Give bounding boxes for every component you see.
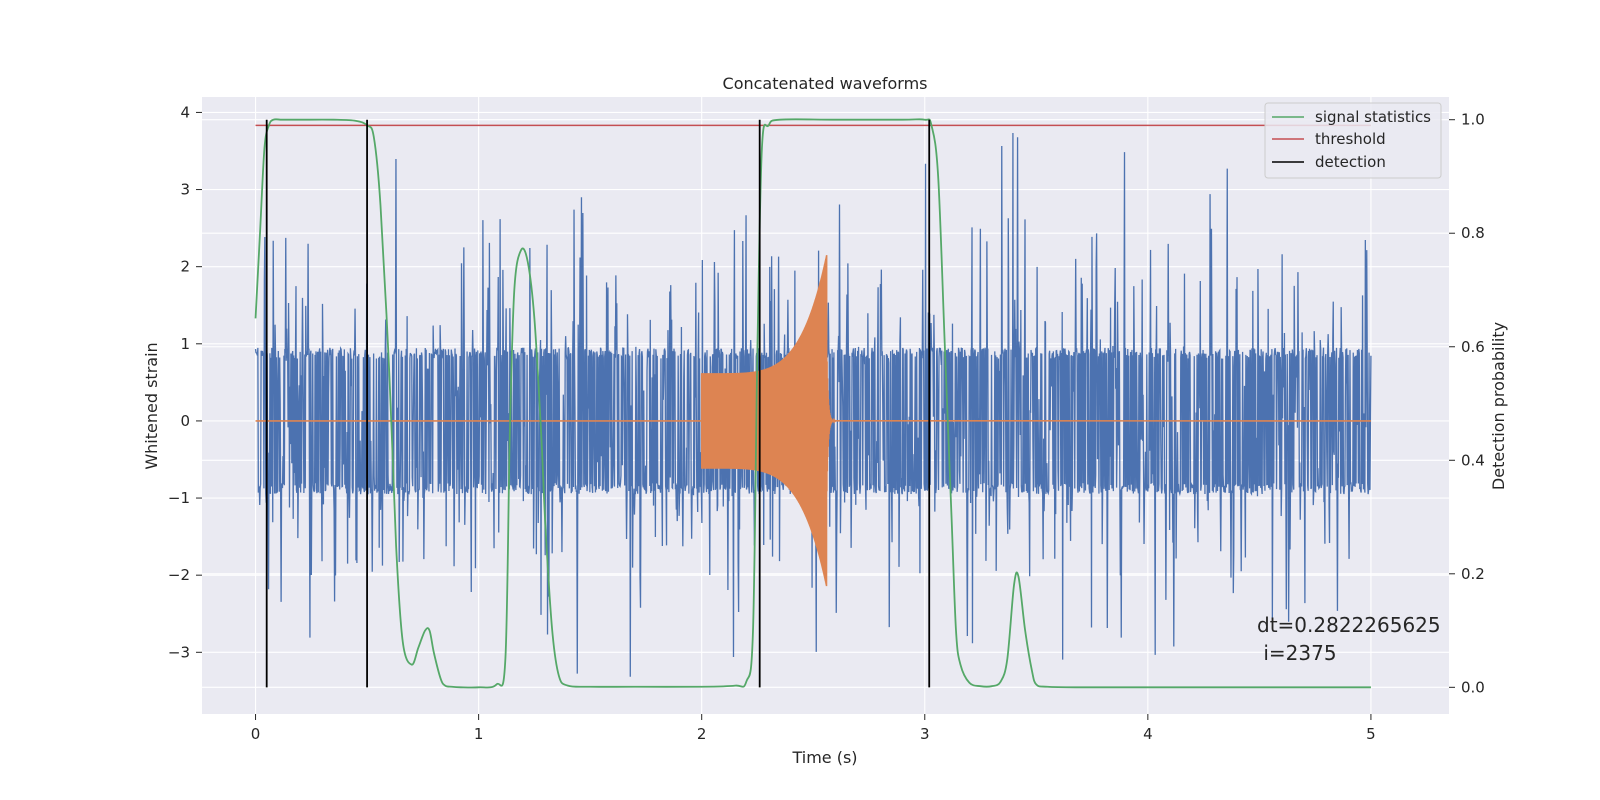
- y-tick-label: 1: [180, 335, 190, 353]
- signal-statistics-series: [254, 118, 1371, 689]
- x-tick-label: 5: [1366, 725, 1376, 743]
- y-right-tick-label: 0.0: [1461, 678, 1485, 696]
- x-tick-label: 4: [1143, 725, 1153, 743]
- legend-label-threshold: threshold: [1315, 130, 1386, 148]
- y-tick-label: −3: [168, 643, 190, 661]
- y-right-tick-label: 0.8: [1461, 224, 1485, 242]
- chart-title: Concatenated waveforms: [723, 74, 928, 93]
- legend: signal statistics threshold detection: [1264, 102, 1442, 179]
- ticks: 0 1 2 3 4 5 −3 −2 −1 0 1 2 3 4 0.0 0.2 0.4 0.6 0.8 1.0: [168, 103, 1485, 743]
- y-tick-label: −2: [168, 566, 190, 584]
- detection-series: [265, 119, 931, 688]
- x-tick-label: 2: [697, 725, 707, 743]
- x-tick-label: 1: [474, 725, 484, 743]
- y-tick-label: −1: [168, 489, 190, 507]
- y-axis-right-label: Detection probability: [1489, 322, 1508, 490]
- y-tick-label: 0: [180, 412, 190, 430]
- signal-statistics-line: [254, 118, 1371, 689]
- y-right-tick-label: 1.0: [1461, 111, 1485, 129]
- y-axis-label: Whitened strain: [142, 342, 161, 469]
- y-right-tick-label: 0.2: [1461, 565, 1485, 583]
- legend-label-signal-statistics: signal statistics: [1315, 108, 1431, 126]
- y-right-tick-label: 0.6: [1461, 338, 1485, 356]
- legend-label-detection: detection: [1315, 153, 1386, 171]
- y-tick-label: 3: [180, 181, 190, 199]
- y-tick-label: 4: [180, 103, 190, 121]
- y-right-tick-label: 0.4: [1461, 451, 1485, 469]
- annotation-index: i=2375: [1257, 641, 1337, 665]
- x-axis-label: Time (s): [791, 748, 857, 767]
- x-tick-label: 3: [920, 725, 930, 743]
- legend-box: [1264, 102, 1442, 179]
- injection-series: [255, 255, 1371, 587]
- x-tick-label: 0: [251, 725, 261, 743]
- injection-line: [255, 255, 1371, 587]
- y-tick-label: 2: [180, 258, 190, 276]
- annotation-dt: dt=0.2822265625: [1257, 613, 1441, 637]
